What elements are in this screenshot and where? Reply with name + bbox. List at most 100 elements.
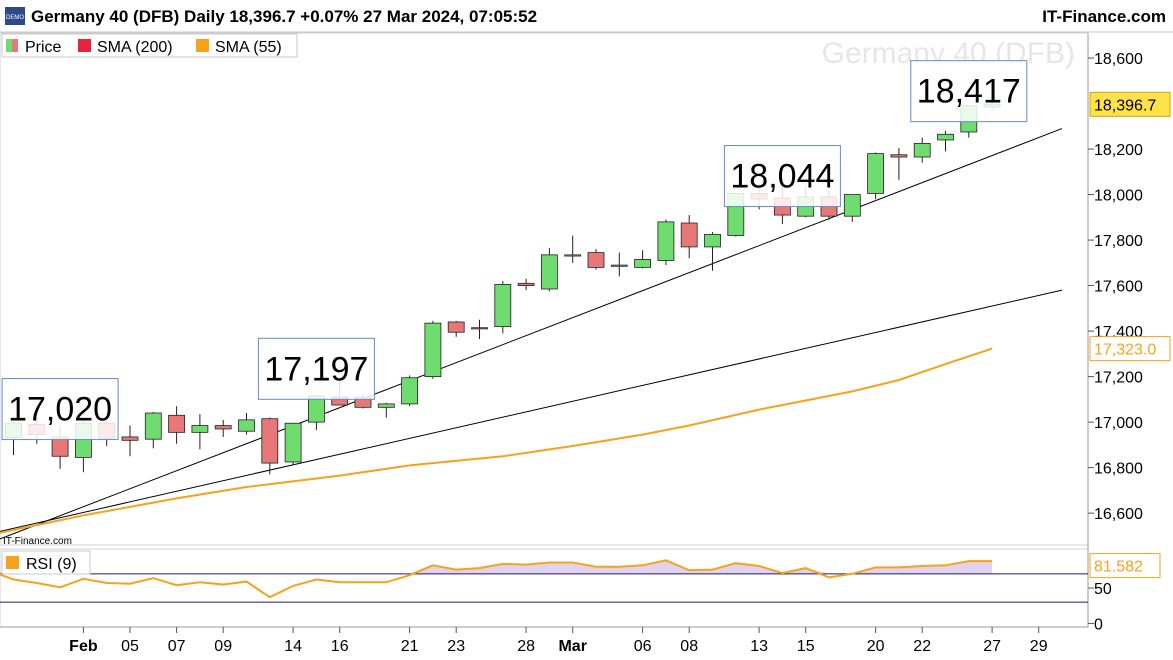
candle xyxy=(168,406,186,444)
candle-body xyxy=(843,194,861,217)
candle xyxy=(377,402,395,418)
candle-body xyxy=(913,142,931,158)
candle xyxy=(680,215,698,259)
x-tick-label: Mar xyxy=(558,638,586,655)
candle xyxy=(261,417,279,475)
y-tick-label: 17,800 xyxy=(1094,233,1143,250)
rsi-panel xyxy=(0,548,1089,628)
x-tick-label: 05 xyxy=(121,638,139,655)
candle xyxy=(867,152,884,200)
rsi-tick-label: 0 xyxy=(1094,616,1103,633)
logo-icon xyxy=(5,7,25,25)
brand-label: IT-Finance.com xyxy=(1042,7,1166,26)
rsi-legend-box xyxy=(1,550,91,575)
candle-body xyxy=(890,154,908,158)
candle xyxy=(843,194,861,222)
candle xyxy=(564,235,582,263)
candle-body xyxy=(494,284,512,327)
y-tick-label: 16,600 xyxy=(1094,506,1143,523)
candle xyxy=(121,425,139,457)
candle-body xyxy=(214,425,232,430)
legend-sma55-swatch xyxy=(196,39,209,52)
candle-body xyxy=(680,222,698,248)
last-sma55-label: 17,323.0 xyxy=(1094,342,1156,359)
candle xyxy=(191,414,209,450)
callout-label: 17,020 xyxy=(8,391,112,429)
x-tick-label: 28 xyxy=(517,638,535,655)
candle xyxy=(284,422,302,465)
rsi-legend-label: RSI (9) xyxy=(26,556,77,573)
candle-body xyxy=(937,133,954,141)
candle xyxy=(401,375,419,407)
x-tick-label: 20 xyxy=(867,638,885,655)
rsi-last-label: 81.582 xyxy=(1094,559,1143,576)
x-tick-label: 15 xyxy=(797,638,815,655)
x-tick-label: 06 xyxy=(634,638,652,655)
trendline-2 xyxy=(0,289,1063,532)
last-sma55-badge xyxy=(1089,336,1171,362)
source-label: IT-Finance.com xyxy=(3,536,72,547)
candle-body xyxy=(634,259,651,268)
candle xyxy=(657,219,675,266)
y-tick-label: 17,600 xyxy=(1094,279,1143,296)
candle xyxy=(913,137,931,163)
candle-body xyxy=(471,327,488,330)
candle xyxy=(307,394,325,431)
sma55-line xyxy=(0,347,993,534)
candle-body xyxy=(867,153,884,194)
rsi-legend: RSI (9) xyxy=(1,550,91,575)
x-tick-label: 21 xyxy=(401,638,419,655)
candle-body xyxy=(144,412,162,440)
candle xyxy=(424,320,442,379)
legend-sma200-label: SMA (200) xyxy=(97,39,173,56)
callout: 18,044 xyxy=(723,145,841,208)
candle-body xyxy=(168,414,186,433)
callout: 17,197 xyxy=(257,337,375,400)
candle xyxy=(634,250,651,269)
x-tick-label: 27 xyxy=(983,638,1001,655)
callout-label: 18,044 xyxy=(730,158,834,196)
price-icon xyxy=(6,39,18,52)
axis-layer: 16,60016,80017,00017,20017,40017,60017,8… xyxy=(69,51,1171,655)
x-tick-label: Feb xyxy=(69,638,98,655)
candle xyxy=(471,319,488,340)
candle xyxy=(517,278,535,291)
y-tick-label: 17,000 xyxy=(1094,415,1143,432)
legend-price-label: Price xyxy=(25,39,62,56)
x-tick-label: 16 xyxy=(331,638,349,655)
y-tick-label: 18,200 xyxy=(1094,142,1143,159)
candle-body xyxy=(657,221,675,261)
x-tick-label: 22 xyxy=(913,638,931,655)
candle xyxy=(890,147,908,180)
candle xyxy=(447,320,465,337)
candle-body xyxy=(191,425,209,433)
x-tick-label: 09 xyxy=(214,638,232,655)
x-tick-label: 13 xyxy=(750,638,768,655)
rsi-last-badge xyxy=(1089,553,1161,579)
last-price-label: 18,396.7 xyxy=(1094,97,1156,114)
callout: 18,417 xyxy=(910,60,1028,123)
candle-body xyxy=(261,418,279,464)
candle-body xyxy=(517,282,535,286)
y-tick-label: 18,000 xyxy=(1094,188,1143,205)
candle xyxy=(610,252,628,277)
candle-body xyxy=(447,321,465,333)
chart-title: Germany 40 (DFB) Daily 18,396.7 +0.07% 2… xyxy=(31,7,537,26)
trendline-1 xyxy=(0,128,1063,540)
callout-label: 17,197 xyxy=(264,350,368,388)
last-price-badge xyxy=(1089,91,1171,117)
rsi-overbought-fill xyxy=(0,560,993,574)
candle-body xyxy=(307,395,325,423)
candle xyxy=(238,413,255,435)
rsi-tick-label: 50 xyxy=(1094,581,1112,598)
legend-box xyxy=(1,33,298,58)
candle xyxy=(214,419,232,437)
rsi-layer xyxy=(0,559,1088,603)
x-tick-label: 07 xyxy=(168,638,186,655)
candle xyxy=(541,248,558,292)
candle-body xyxy=(238,419,255,432)
candle-body xyxy=(121,436,139,441)
callout-box xyxy=(910,60,1028,123)
rsi-line xyxy=(0,559,993,599)
candle-body xyxy=(401,377,419,405)
